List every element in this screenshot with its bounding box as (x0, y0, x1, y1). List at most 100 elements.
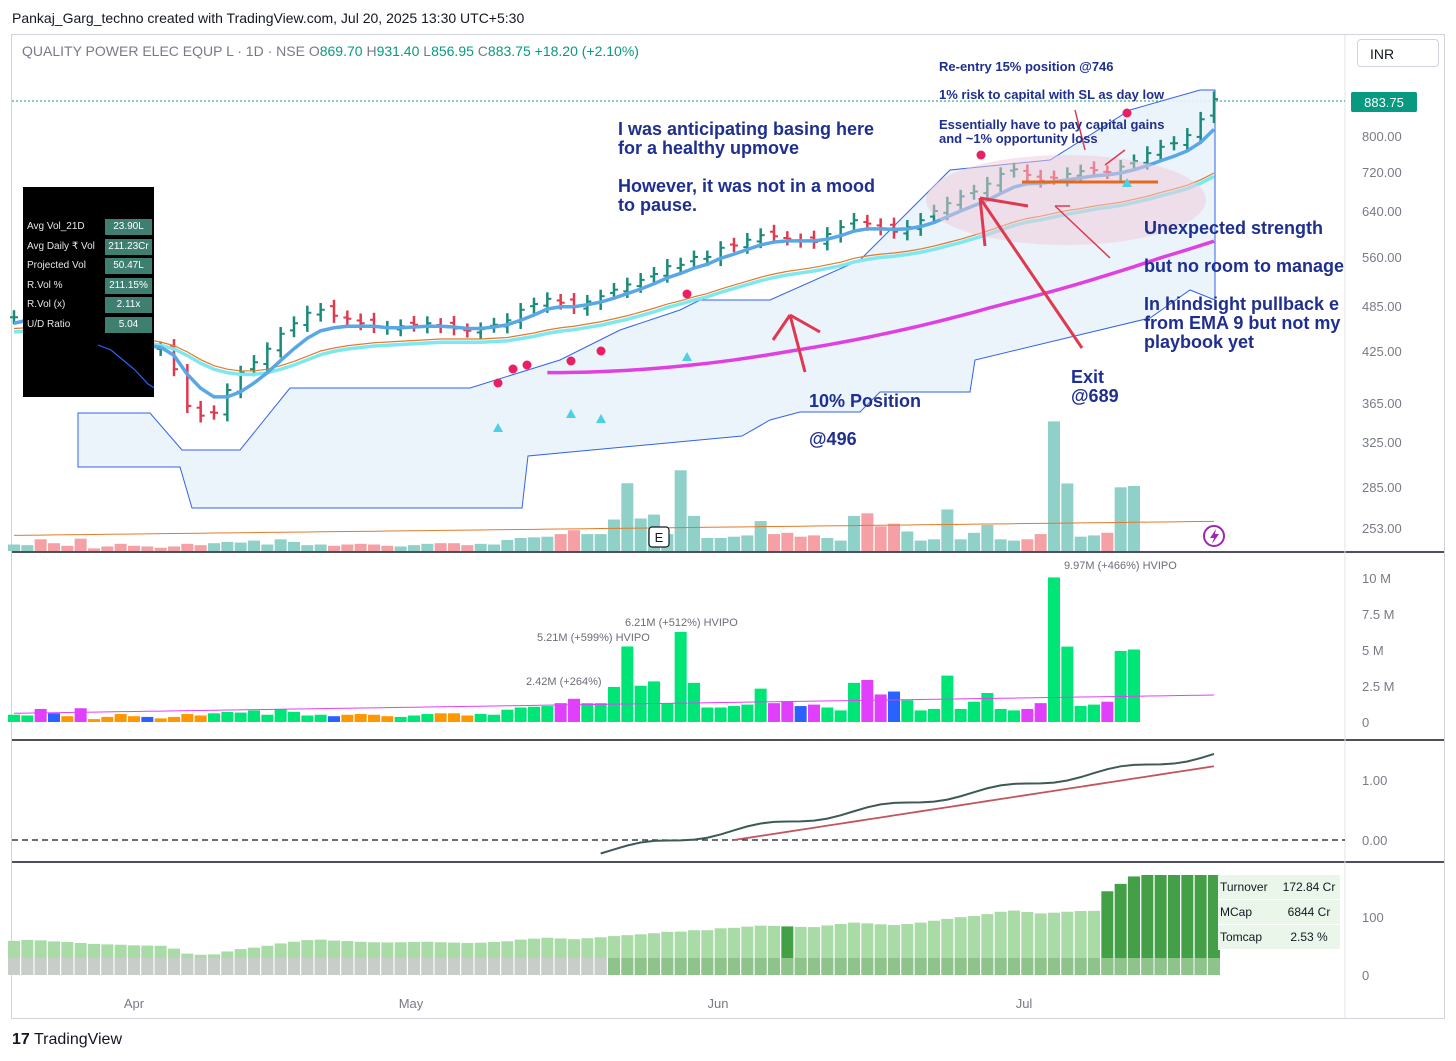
volume-bar (221, 711, 234, 722)
volume-bar (501, 709, 514, 722)
overlay-volume-bar (1088, 535, 1100, 551)
candle (196, 400, 205, 423)
turnover-base-bar (74, 958, 87, 975)
overlay-volume-bar (1061, 483, 1074, 551)
turnover-base-bar (674, 958, 687, 975)
volume-bar (661, 703, 674, 722)
note-hindsight-3: playbook yet (1144, 332, 1254, 352)
volume-tick-label: 5 M (1362, 643, 1384, 658)
volume-bar (741, 704, 754, 722)
volume-bar (794, 706, 807, 722)
overlay-volume-bar (514, 538, 527, 551)
overlay-volume-bar (21, 545, 34, 551)
volume-bar (688, 682, 700, 722)
overlay-volume-bar (221, 541, 234, 551)
note-hindsight-1: In hindsight pullback e (1144, 294, 1339, 314)
turnover-base-bar (21, 958, 34, 975)
overlay-volume-bar (368, 544, 380, 551)
overlay-volume-bar (474, 543, 487, 551)
last-price-tag (1351, 92, 1417, 112)
turnover-base-bar (1181, 958, 1194, 975)
volume-bar (768, 703, 780, 722)
turnover-base-bar (541, 958, 554, 975)
overlay-volume-bar (61, 545, 74, 551)
volume-bar (781, 701, 794, 722)
turnover-base-bar (8, 958, 20, 975)
turnover-base-bar (1061, 958, 1074, 975)
turnover-bar (1101, 891, 1114, 975)
candle (410, 315, 418, 332)
note-exit-1: Exit (1071, 367, 1104, 387)
turnover-bar (1021, 911, 1034, 975)
overlay-volume-bar (861, 513, 874, 551)
candle (716, 241, 725, 267)
overlay-volume-bar (701, 538, 714, 551)
price-tick-label: 720.00 (1362, 165, 1402, 180)
note-position-2: @496 (809, 429, 857, 449)
volume-bar (914, 710, 927, 722)
turnover-base-bar (274, 958, 287, 975)
volume-bar (194, 715, 207, 722)
symbol-name: QUALITY POWER ELEC EQUP L · 1D · NSE (22, 43, 305, 59)
volume-bar (61, 716, 74, 722)
currency-button[interactable]: INR (1357, 39, 1439, 67)
candle (1183, 128, 1192, 152)
turnover-base-bar (874, 958, 887, 975)
volume-bar (648, 681, 660, 722)
volume-bar (861, 679, 874, 722)
overlay-volume-bar (794, 536, 807, 551)
volume-bar (314, 714, 327, 722)
volume-bar (621, 646, 634, 722)
overlay-volume-bar (1048, 421, 1060, 551)
turnover-bar (1128, 876, 1140, 975)
volume-bar (568, 698, 580, 722)
overlay-volume-bar (1034, 534, 1047, 551)
turnover-base-bar (368, 958, 380, 975)
high-value: 931.40 (376, 43, 420, 59)
turnover-base-bar (141, 958, 154, 975)
turnover-base-bar (1021, 958, 1034, 975)
overlay-volume-bar (781, 532, 794, 551)
turnover-base-bar (634, 958, 647, 975)
turnover-bar (1141, 875, 1154, 975)
volume-bar (728, 706, 740, 722)
turnover-base-bar (728, 958, 740, 975)
overlay-volume-bar (381, 545, 394, 551)
turnover-base-bar (754, 958, 767, 975)
turnover-base-bar (168, 958, 180, 975)
turnover-base-bar (48, 958, 60, 975)
turnover-base-bar (848, 958, 860, 975)
turnover-base-bar (714, 958, 727, 975)
overlay-volume-bar (581, 534, 594, 551)
turnover-base-bar (621, 958, 634, 975)
turnover-base-bar (781, 958, 794, 975)
volume-bar (701, 707, 714, 722)
rs-pane-layer (600, 753, 1215, 855)
turnover-base-bar (154, 958, 167, 975)
overlay-volume-bar (994, 539, 1007, 551)
volume-bar (34, 708, 47, 722)
overlay-volume-bar (48, 543, 60, 551)
turnover-base-bar (954, 958, 967, 975)
overlay-volume-bar (341, 544, 354, 551)
candle (330, 299, 338, 323)
turnover-base-bar (1168, 958, 1180, 975)
axis-labels: 800.00 720.00 640.00 560.00 485.00 425.00 365.… (124, 129, 1402, 1011)
note-strength-2: but no room to manage (1144, 256, 1344, 276)
overlay-volume-bar (634, 518, 647, 551)
turnover-base-bar (688, 958, 700, 975)
candle (1170, 136, 1178, 151)
volume-bar (488, 714, 500, 722)
overlay-volume-bar (688, 515, 700, 551)
volume-bar (394, 716, 407, 722)
candle (570, 293, 578, 315)
candle (463, 323, 472, 338)
earnings-marker (648, 526, 670, 548)
turnover-base-bar (1101, 958, 1114, 975)
turnover-base-bar (808, 958, 820, 975)
volume-bar (968, 701, 980, 722)
candle (223, 383, 232, 422)
overlay-volume-bar (274, 539, 287, 551)
volume-bar (754, 688, 767, 722)
